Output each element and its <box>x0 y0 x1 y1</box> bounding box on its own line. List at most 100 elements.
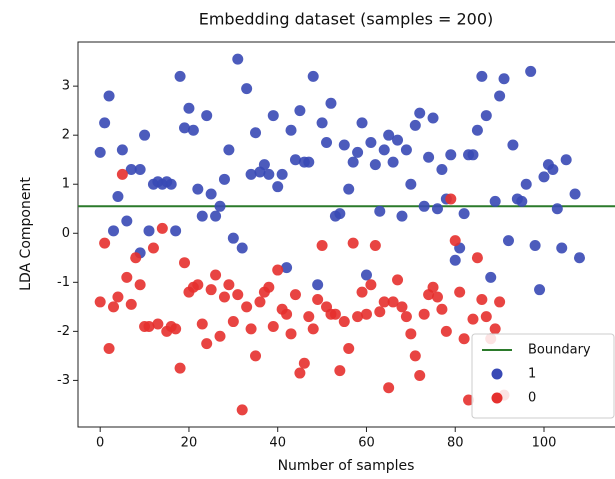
point <box>329 308 341 320</box>
point <box>485 271 497 283</box>
point <box>325 97 337 109</box>
point <box>498 73 510 85</box>
point <box>440 325 452 337</box>
point <box>179 257 191 269</box>
point <box>431 291 443 303</box>
x-tick-label: 80 <box>447 436 464 451</box>
x-axis-label: Number of samples <box>278 458 415 474</box>
point <box>334 208 346 220</box>
point <box>494 296 506 308</box>
point <box>121 271 133 283</box>
point <box>454 286 466 298</box>
point <box>316 240 328 252</box>
point <box>267 320 279 332</box>
legend-marker <box>491 368 503 380</box>
point <box>250 127 262 139</box>
point <box>418 308 430 320</box>
point <box>241 83 253 95</box>
point <box>272 264 284 276</box>
point <box>387 296 399 308</box>
point <box>360 269 372 281</box>
x-tick-label: 0 <box>96 436 104 451</box>
point <box>103 90 115 102</box>
point <box>480 110 492 122</box>
point <box>463 394 475 406</box>
point <box>427 112 439 124</box>
point <box>445 193 457 205</box>
y-tick-label: -1 <box>57 275 70 290</box>
point <box>516 195 528 207</box>
point <box>263 168 275 180</box>
point <box>467 149 479 161</box>
point <box>307 70 319 82</box>
point <box>147 242 159 254</box>
point <box>471 252 483 264</box>
point <box>471 124 483 136</box>
point <box>94 296 106 308</box>
point <box>223 144 235 156</box>
point <box>156 222 168 234</box>
point <box>250 350 262 362</box>
point <box>396 210 408 222</box>
point <box>338 139 350 151</box>
point <box>387 156 399 168</box>
point <box>214 200 226 212</box>
point <box>436 164 448 176</box>
point <box>232 289 244 301</box>
point <box>165 178 177 190</box>
legend-label: 0 <box>528 391 536 406</box>
point <box>170 323 182 335</box>
point <box>534 284 546 296</box>
legend-marker <box>491 392 503 404</box>
y-tick-label: 1 <box>62 177 70 192</box>
point <box>116 144 128 156</box>
point <box>298 357 310 369</box>
x-tick-label: 60 <box>358 436 375 451</box>
point <box>187 124 199 136</box>
point <box>547 164 559 176</box>
point <box>210 269 222 281</box>
point <box>294 105 306 117</box>
point <box>210 210 222 222</box>
point <box>343 343 355 355</box>
point <box>254 296 266 308</box>
point <box>560 154 572 166</box>
point <box>267 110 279 122</box>
point <box>134 279 146 291</box>
point <box>343 183 355 195</box>
point <box>400 144 412 156</box>
point <box>112 291 124 303</box>
point <box>476 70 488 82</box>
point <box>392 274 404 286</box>
point <box>227 316 239 328</box>
point <box>108 225 120 237</box>
point <box>467 313 479 325</box>
point <box>374 306 386 318</box>
point <box>196 318 208 330</box>
point <box>121 215 133 227</box>
point <box>480 311 492 323</box>
point <box>201 110 213 122</box>
point <box>347 156 359 168</box>
point <box>289 289 301 301</box>
point <box>134 164 146 176</box>
point <box>360 308 372 320</box>
point <box>476 293 488 305</box>
point <box>573 252 585 264</box>
point <box>352 311 364 323</box>
point <box>192 279 204 291</box>
point <box>143 320 155 332</box>
x-tick-label: 40 <box>269 436 286 451</box>
y-tick-label: -2 <box>57 324 70 339</box>
point <box>236 242 248 254</box>
point <box>241 301 253 313</box>
point <box>369 159 381 171</box>
point <box>174 70 186 82</box>
point <box>99 117 111 129</box>
point <box>489 323 501 335</box>
chart-title: Embedding dataset (samples = 200) <box>199 10 494 29</box>
point <box>449 235 461 247</box>
point <box>449 254 461 266</box>
point <box>334 365 346 377</box>
point <box>205 188 217 200</box>
